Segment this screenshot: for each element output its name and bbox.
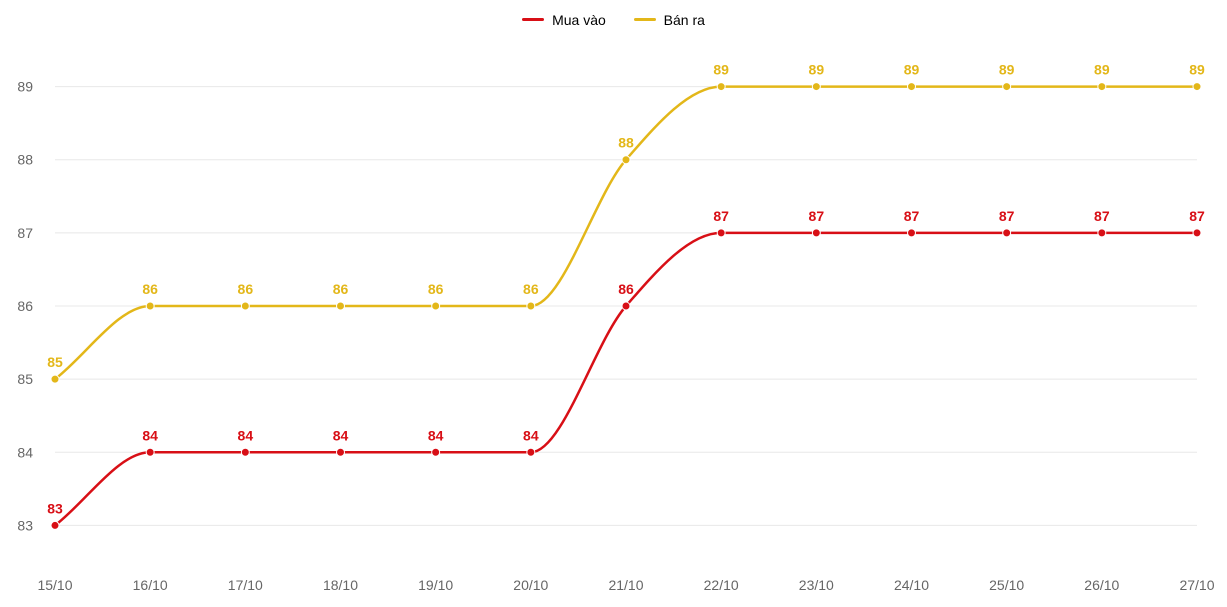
data-point-mua_vao[interactable] — [622, 302, 630, 310]
price-line-chart: Mua vào Bán ra 83 84 85 86 87 88 89 15/10 16/10 1… — [0, 0, 1227, 607]
data-point-ban_ra[interactable] — [812, 83, 820, 91]
legend-swatch-ban-ra — [634, 18, 656, 21]
x-tick-label: 17/10 — [228, 577, 263, 593]
legend-swatch-mua-vao — [522, 18, 544, 21]
data-point-ban_ra[interactable] — [622, 156, 630, 164]
data-point-ban_ra[interactable] — [1003, 83, 1011, 91]
data-point-ban_ra[interactable] — [1193, 83, 1201, 91]
x-tick-label: 16/10 — [133, 577, 168, 593]
y-tick-label: 83 — [17, 517, 33, 533]
data-point-ban_ra[interactable] — [241, 302, 249, 310]
chart-svg: 83 84 85 86 87 88 89 15/10 16/10 17/10 18/10 19/10 2… — [0, 0, 1227, 607]
data-label-ban_ra: 89 — [999, 62, 1015, 78]
data-point-mua_vao[interactable] — [717, 229, 725, 237]
data-label-ban_ra: 86 — [523, 281, 539, 297]
x-tick-label: 15/10 — [37, 577, 72, 593]
y-tick-label: 86 — [17, 298, 33, 314]
data-label-mua_vao: 87 — [904, 208, 920, 224]
data-point-ban_ra[interactable] — [432, 302, 440, 310]
x-tick-label: 27/10 — [1179, 577, 1214, 593]
data-label-mua_vao: 84 — [142, 427, 158, 443]
data-point-mua_vao[interactable] — [241, 448, 249, 456]
data-point-mua_vao[interactable] — [812, 229, 820, 237]
data-label-ban_ra: 89 — [904, 62, 920, 78]
y-tick-label: 84 — [17, 444, 33, 460]
data-point-ban_ra[interactable] — [51, 375, 59, 383]
data-label-mua_vao: 87 — [1094, 208, 1110, 224]
x-tick-label: 18/10 — [323, 577, 358, 593]
data-label-ban_ra: 86 — [142, 281, 158, 297]
data-label-mua_vao: 87 — [1189, 208, 1205, 224]
legend-label-ban-ra: Bán ra — [664, 12, 705, 28]
legend-item-mua-vao[interactable]: Mua vào — [522, 12, 606, 28]
data-label-ban_ra: 86 — [238, 281, 254, 297]
x-tick-label: 19/10 — [418, 577, 453, 593]
legend-item-ban-ra[interactable]: Bán ra — [634, 12, 705, 28]
data-point-ban_ra[interactable] — [908, 83, 916, 91]
data-label-ban_ra: 86 — [333, 281, 349, 297]
data-point-mua_vao[interactable] — [1003, 229, 1011, 237]
data-point-mua_vao[interactable] — [908, 229, 916, 237]
data-point-ban_ra[interactable] — [717, 83, 725, 91]
x-tick-label: 20/10 — [513, 577, 548, 593]
data-label-ban_ra: 89 — [1189, 62, 1205, 78]
data-point-ban_ra[interactable] — [527, 302, 535, 310]
x-tick-label: 23/10 — [799, 577, 834, 593]
x-tick-label: 25/10 — [989, 577, 1024, 593]
y-tick-label: 88 — [17, 152, 33, 168]
data-point-mua_vao[interactable] — [337, 448, 345, 456]
data-label-mua_vao: 87 — [809, 208, 825, 224]
data-point-ban_ra[interactable] — [1098, 83, 1106, 91]
legend-label-mua-vao: Mua vào — [552, 12, 606, 28]
data-label-mua_vao: 83 — [47, 500, 63, 516]
data-point-mua_vao[interactable] — [527, 448, 535, 456]
x-tick-label: 24/10 — [894, 577, 929, 593]
data-point-mua_vao[interactable] — [51, 521, 59, 529]
data-label-ban_ra: 89 — [713, 62, 729, 78]
data-label-ban_ra: 85 — [47, 354, 63, 370]
data-label-ban_ra: 89 — [809, 62, 825, 78]
data-label-ban_ra: 88 — [618, 135, 634, 151]
data-point-ban_ra[interactable] — [146, 302, 154, 310]
data-label-ban_ra: 89 — [1094, 62, 1110, 78]
data-label-mua_vao: 84 — [523, 427, 539, 443]
data-point-mua_vao[interactable] — [146, 448, 154, 456]
x-tick-label: 26/10 — [1084, 577, 1119, 593]
data-label-mua_vao: 87 — [999, 208, 1015, 224]
data-point-mua_vao[interactable] — [1098, 229, 1106, 237]
chart-legend: Mua vào Bán ra — [0, 8, 1227, 28]
data-point-mua_vao[interactable] — [432, 448, 440, 456]
y-tick-label: 89 — [17, 79, 33, 95]
data-label-mua_vao: 84 — [428, 427, 444, 443]
data-label-mua_vao: 87 — [713, 208, 729, 224]
data-point-mua_vao[interactable] — [1193, 229, 1201, 237]
y-tick-label: 87 — [17, 225, 33, 241]
data-label-ban_ra: 86 — [428, 281, 444, 297]
x-tick-label: 22/10 — [704, 577, 739, 593]
data-point-ban_ra[interactable] — [337, 302, 345, 310]
y-tick-label: 85 — [17, 371, 33, 387]
data-label-mua_vao: 84 — [333, 427, 349, 443]
data-label-mua_vao: 86 — [618, 281, 634, 297]
x-tick-label: 21/10 — [608, 577, 643, 593]
data-label-mua_vao: 84 — [238, 427, 254, 443]
